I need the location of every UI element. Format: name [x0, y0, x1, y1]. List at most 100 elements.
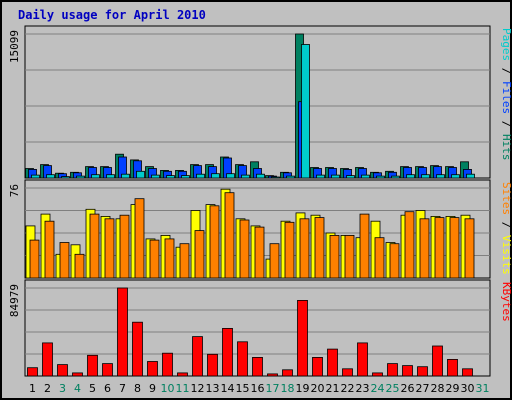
bar-pages-day-10	[166, 175, 175, 179]
bar-kbytes-day-22	[342, 368, 353, 377]
panel-kbytes-legend: KBytes	[500, 282, 512, 322]
bar-pages-day-12	[196, 173, 205, 179]
bar-pages-day-27	[421, 174, 430, 179]
bar-sites-day-22	[344, 234, 355, 279]
bar-sites-day-6	[104, 218, 115, 279]
x-tick-label: 24	[371, 382, 385, 395]
legend-entry: Sites	[500, 182, 512, 215]
legend-entry: Visits	[500, 235, 512, 275]
bar-kbytes-day-16	[252, 356, 263, 377]
legend-entry: Hits	[500, 134, 512, 161]
bar-kbytes-day-21	[327, 348, 338, 377]
legend-entry: /	[500, 61, 512, 81]
bar-sites-day-15	[239, 219, 250, 279]
x-tick-label: 28	[431, 382, 445, 395]
x-tick-label: 14	[221, 382, 235, 395]
bar-sites-day-24	[374, 237, 385, 279]
bar-kbytes-day-9	[147, 361, 158, 377]
bar-sites-day-17	[269, 243, 280, 279]
panel-visits-max-label: 76	[8, 184, 21, 197]
bar-kbytes-day-11	[177, 372, 188, 377]
bar-sites-day-3	[59, 242, 70, 279]
bar-sites-day-20	[314, 217, 325, 279]
x-tick-label: 21	[326, 382, 340, 395]
panel-kbytes-max-label: 84979	[8, 284, 21, 317]
bar-sites-day-9	[149, 239, 160, 279]
bar-kbytes-day-20	[312, 356, 323, 377]
x-tick-label: 25	[386, 382, 400, 395]
bar-sites-day-19	[299, 218, 310, 279]
bar-kbytes-day-2	[42, 342, 53, 377]
x-tick-label: 31	[476, 382, 490, 395]
x-tick-label: 1	[29, 382, 36, 395]
bar-kbytes-day-5	[87, 354, 98, 377]
x-tick-label: 18	[281, 382, 295, 395]
panel-hits-area	[24, 25, 491, 179]
legend-entry: Pages	[500, 28, 512, 61]
x-tick-label: 10	[161, 382, 175, 395]
bar-pages-day-21	[331, 174, 340, 179]
x-tick-label: 27	[416, 382, 430, 395]
bar-kbytes-day-28	[432, 345, 443, 377]
bar-pages-day-20	[316, 174, 325, 179]
x-tick-label: 22	[341, 382, 355, 395]
bar-pages-day-26	[406, 174, 415, 179]
bar-pages-day-3	[61, 176, 70, 179]
legend-entry: KBytes	[500, 282, 512, 322]
bar-pages-day-16	[256, 173, 265, 179]
bar-sites-day-7	[119, 214, 130, 279]
bar-sites-day-16	[254, 226, 265, 279]
bar-pages-day-9	[151, 174, 160, 179]
x-tick-label: 16	[251, 382, 265, 395]
bar-sites-day-12	[194, 230, 205, 279]
x-tick-label: 29	[446, 382, 460, 395]
bar-pages-day-13	[211, 173, 220, 179]
bar-sites-day-14	[224, 192, 235, 279]
bar-kbytes-day-17	[267, 373, 278, 377]
x-tick-label: 30	[461, 382, 475, 395]
panel-hits-max-label: 15099	[8, 30, 21, 63]
x-tick-label: 23	[356, 382, 370, 395]
bar-pages-day-23	[361, 174, 370, 179]
bar-pages-day-4	[76, 175, 85, 179]
x-tick-label: 26	[401, 382, 415, 395]
bar-pages-day-5	[91, 174, 100, 179]
bar-pages-day-30	[466, 173, 475, 179]
bar-pages-day-11	[181, 175, 190, 179]
x-tick-label: 9	[149, 382, 156, 395]
bar-kbytes-day-12	[192, 336, 203, 377]
x-tick-label: 8	[134, 382, 141, 395]
bar-kbytes-day-25	[387, 363, 398, 377]
bar-sites-day-23	[359, 213, 370, 279]
x-tick-label: 3	[59, 382, 66, 395]
x-tick-label: 6	[104, 382, 111, 395]
bar-kbytes-day-7	[117, 287, 128, 377]
bar-sites-day-13	[209, 205, 220, 279]
bar-pages-day-17	[271, 176, 280, 179]
x-tick-label: 13	[206, 382, 220, 395]
bar-sites-day-25	[389, 243, 400, 279]
bar-sites-day-27	[419, 218, 430, 279]
bar-kbytes-day-27	[417, 366, 428, 377]
legend-entry: Files	[500, 81, 512, 114]
bar-kbytes-day-26	[402, 365, 413, 377]
bar-pages-day-7	[121, 173, 130, 179]
bar-sites-day-29	[449, 217, 460, 279]
bar-kbytes-day-29	[447, 358, 458, 377]
bar-kbytes-day-18	[282, 369, 293, 377]
bar-kbytes-day-10	[162, 352, 173, 377]
x-tick-label: 15	[236, 382, 250, 395]
bar-pages-day-19	[301, 44, 310, 179]
bar-pages-day-24	[376, 175, 385, 179]
bar-kbytes-day-15	[237, 341, 248, 377]
bar-sites-day-11	[179, 243, 190, 279]
bar-sites-day-18	[284, 221, 295, 279]
bar-sites-day-28	[434, 217, 445, 279]
bar-sites-day-21	[329, 234, 340, 279]
bar-sites-day-8	[134, 198, 145, 279]
chart-title: Daily usage for April 2010	[18, 8, 206, 22]
x-tick-label: 4	[74, 382, 81, 395]
bar-pages-day-22	[346, 175, 355, 179]
x-tick-label: 2	[44, 382, 51, 395]
